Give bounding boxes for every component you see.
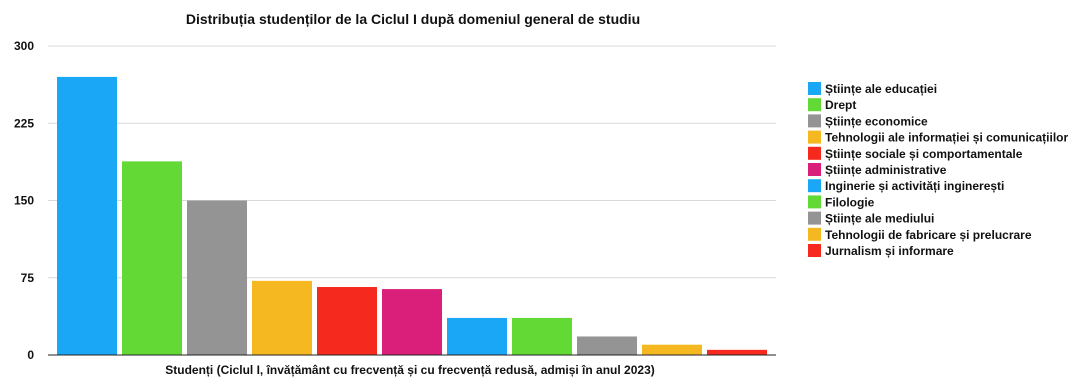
legend-swatch — [808, 179, 821, 193]
y-tick-label: 150 — [14, 194, 34, 208]
legend: Științe ale educației Drept Științe econom… — [808, 82, 1068, 258]
legend-label: Inginerie și activități inginerești — [825, 179, 1004, 193]
x-axis-label: Studenți (Ciclul I, învățământ cu frecve… — [165, 363, 655, 377]
legend-label: Drept — [825, 98, 856, 112]
legend-label: Științe administrative — [825, 163, 947, 177]
chart-title: Distribuția studenților de la Ciclul I d… — [186, 11, 640, 27]
legend-label: Filologie — [825, 195, 875, 209]
bar — [382, 289, 442, 355]
y-tick-label: 225 — [14, 116, 34, 130]
y-tick-label: 300 — [14, 39, 34, 53]
legend-swatch — [808, 163, 821, 176]
bars — [57, 76, 767, 356]
legend-item: Științe sociale și comportamentale — [808, 146, 1023, 161]
y-tick-label: 0 — [27, 348, 34, 362]
legend-label: Jurnalism și informare — [825, 244, 954, 258]
legend-item: Filologie — [808, 195, 875, 209]
y-axis-ticks: 0 75 150 225 300 — [14, 39, 34, 362]
legend-label: Științe ale mediului — [825, 212, 934, 226]
bar — [512, 317, 572, 355]
legend-item: Științe economice — [808, 114, 928, 128]
legend-swatch — [808, 244, 821, 257]
legend-label: Tehnologii de fabricare și prelucrare — [825, 228, 1032, 242]
legend-swatch — [808, 98, 821, 112]
bar — [317, 287, 377, 355]
legend-item: Inginerie și activități inginerești — [808, 179, 1004, 193]
bar — [642, 344, 702, 355]
legend-swatch — [808, 227, 821, 241]
legend-item: Jurnalism și informare — [808, 244, 954, 258]
bar — [57, 76, 117, 356]
legend-label: Științe sociale și comportamentale — [825, 147, 1023, 161]
legend-swatch — [808, 211, 821, 225]
bar — [252, 280, 312, 355]
legend-item: Științe administrative — [808, 163, 947, 177]
legend-item: Științe ale educației — [808, 82, 937, 96]
bar — [187, 200, 247, 355]
legend-swatch — [808, 82, 821, 95]
y-tick-label: 75 — [21, 271, 35, 285]
legend-item: Tehnologii de fabricare și prelucrare — [808, 227, 1032, 242]
bar — [707, 349, 767, 355]
legend-label: Tehnologii ale informației și comunicați… — [825, 131, 1068, 145]
bar — [447, 317, 507, 355]
legend-item: Drept — [808, 98, 856, 112]
legend-swatch — [808, 114, 821, 128]
legend-label: Științe economice — [825, 114, 928, 128]
legend-swatch — [808, 195, 821, 209]
bar — [122, 161, 182, 355]
legend-item: Tehnologii ale informației și comunicați… — [808, 130, 1068, 145]
legend-label: Științe ale educației — [825, 82, 937, 96]
legend-swatch — [808, 130, 821, 144]
legend-swatch — [808, 146, 821, 160]
legend-item: Științe ale mediului — [808, 211, 934, 226]
bar — [577, 336, 637, 355]
